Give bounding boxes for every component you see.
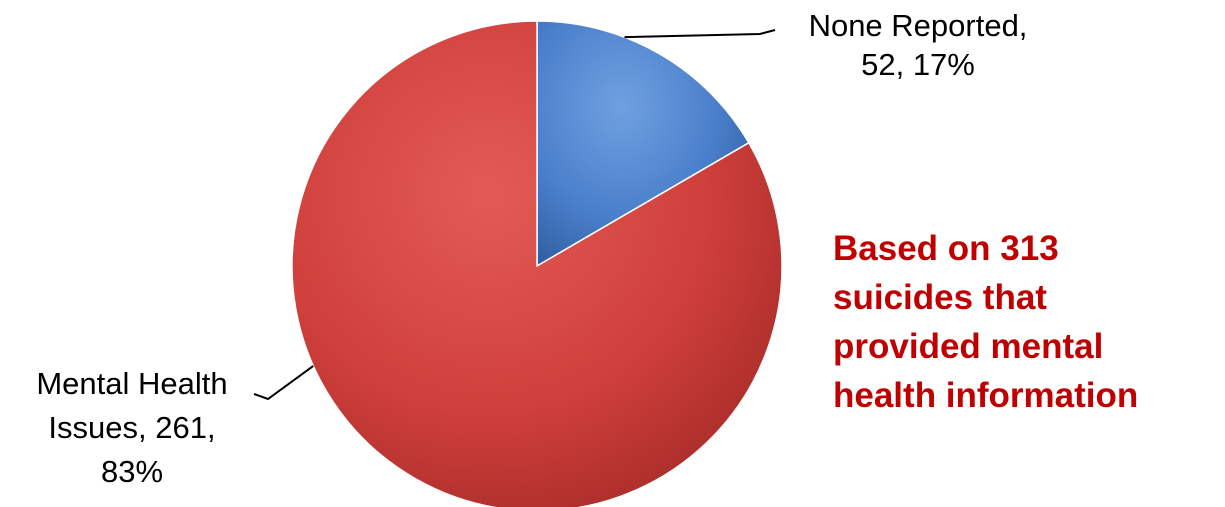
- slice-label-0-line-1: 52, 17%: [861, 47, 975, 82]
- slice-label-0-line-0: None Reported,: [809, 8, 1028, 43]
- annotation-line-1: Based on 313: [833, 229, 1059, 268]
- leader-lines: [253, 29, 776, 401]
- leader-line-0: [624, 29, 776, 39]
- slice-label-1-line-2: 83%: [101, 454, 163, 489]
- pie-slice-mental-health-issues: [291, 20, 783, 507]
- slice-label-1-line-0: Mental Health: [36, 366, 227, 401]
- slice-label-0: None Reported, 52, 17%: [809, 8, 1028, 82]
- annotation-line-2: suicides that: [833, 278, 1047, 317]
- leader-line-1: [253, 365, 314, 401]
- slice-label-1: Mental Health Issues, 261, 83%: [36, 366, 227, 489]
- pie-slice-none-reported: [536, 20, 750, 268]
- pie-slices: [291, 20, 783, 507]
- chart-annotation: Based on 313 suicides that provided ment…: [833, 224, 1223, 420]
- annotation-line-3: provided mental: [833, 327, 1104, 366]
- slice-label-1-line-1: Issues, 261,: [48, 410, 215, 445]
- slice-labels: None Reported, 52, 17% Mental Health Issues…: [36, 8, 1027, 489]
- annotation-line-4: health information: [833, 376, 1139, 415]
